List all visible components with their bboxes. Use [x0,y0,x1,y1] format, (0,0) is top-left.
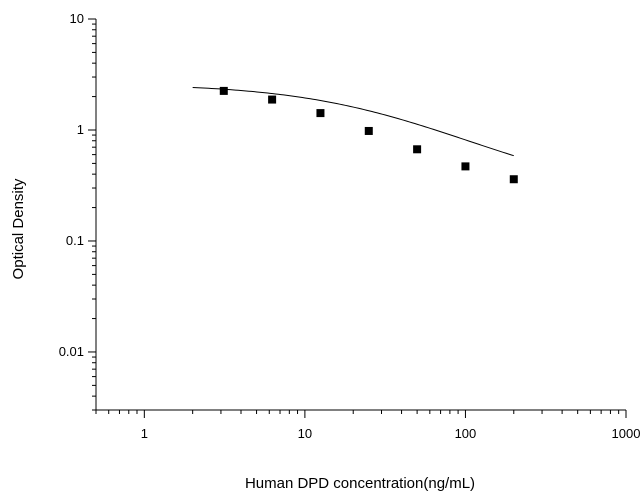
x-tick-labels: 1 10 100 1000 [141,426,641,441]
minor-ticks [92,23,620,414]
y-tick-label: 0.01 [59,344,84,359]
data-point [268,95,277,104]
data-point [509,175,518,184]
x-tick-label: 1000 [612,426,641,441]
y-tick-label: 0.1 [66,233,84,248]
fit-layer [192,86,514,157]
major-ticks [88,18,627,418]
y-tick-labels: 10 1 0.1 0.01 [59,11,84,359]
x-tick-label: 100 [455,426,477,441]
data-point [316,109,325,118]
y-tick-label: 10 [70,11,84,26]
fit-curve [192,86,514,157]
axes [95,19,626,411]
y-tick-label: 1 [77,122,84,137]
points-layer [219,86,518,184]
x-axis-label: Human DPD concentration(ng/mL) [245,475,475,492]
data-point [219,86,228,95]
data-point [413,145,422,154]
y-axis-label: Optical Density [10,178,27,279]
x-tick-label: 1 [141,426,148,441]
x-tick-label: 10 [298,426,312,441]
data-point [364,126,373,135]
data-point [461,162,470,171]
